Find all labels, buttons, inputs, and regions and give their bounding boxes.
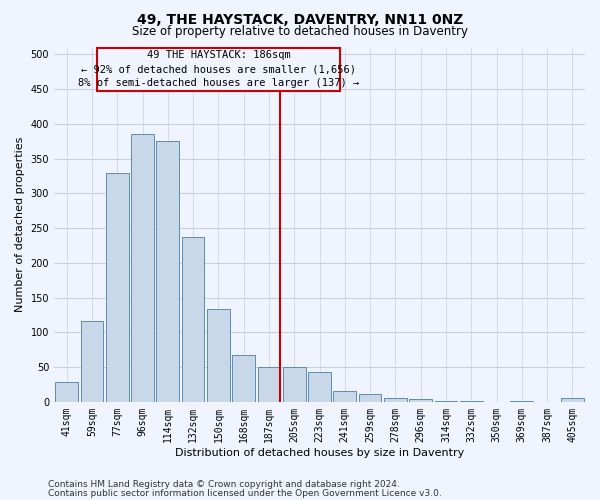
X-axis label: Distribution of detached houses by size in Daventry: Distribution of detached houses by size … <box>175 448 464 458</box>
Bar <box>359 394 382 402</box>
Bar <box>182 237 205 402</box>
Bar <box>511 401 533 402</box>
Text: Contains public sector information licensed under the Open Government Licence v3: Contains public sector information licen… <box>48 489 442 498</box>
Bar <box>257 367 280 402</box>
Bar <box>232 354 255 402</box>
Bar <box>55 382 78 402</box>
Bar <box>384 398 407 402</box>
FancyBboxPatch shape <box>97 48 340 92</box>
Bar <box>157 142 179 402</box>
Bar <box>561 398 584 402</box>
Bar <box>409 399 432 402</box>
Bar <box>434 401 457 402</box>
Bar <box>334 390 356 402</box>
Bar <box>308 372 331 402</box>
Text: 49, THE HAYSTACK, DAVENTRY, NN11 0NZ: 49, THE HAYSTACK, DAVENTRY, NN11 0NZ <box>137 12 463 26</box>
Text: Contains HM Land Registry data © Crown copyright and database right 2024.: Contains HM Land Registry data © Crown c… <box>48 480 400 489</box>
Bar <box>80 321 103 402</box>
Bar <box>283 367 305 402</box>
Text: 49 THE HAYSTACK: 186sqm
← 92% of detached houses are smaller (1,656)
8% of semi-: 49 THE HAYSTACK: 186sqm ← 92% of detache… <box>78 50 359 88</box>
Bar <box>207 310 230 402</box>
Bar <box>460 401 482 402</box>
Y-axis label: Number of detached properties: Number of detached properties <box>15 137 25 312</box>
Bar <box>131 134 154 402</box>
Bar <box>106 172 128 402</box>
Text: Size of property relative to detached houses in Daventry: Size of property relative to detached ho… <box>132 25 468 38</box>
